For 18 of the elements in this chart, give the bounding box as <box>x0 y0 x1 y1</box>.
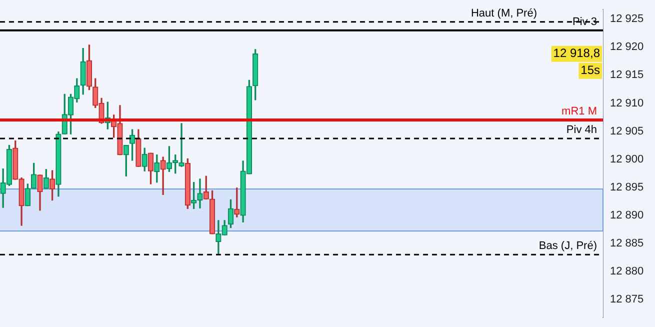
y-tick-label: 12 895 <box>610 181 644 194</box>
candlestick <box>160 156 166 195</box>
y-tick-label: 12 900 <box>610 153 644 166</box>
y-tick-label: 12 910 <box>610 97 644 110</box>
y-tick-label: 12 905 <box>610 125 644 138</box>
y-tick-label: 12 925 <box>610 13 644 26</box>
ref-line-label: Bas (J, Pré) <box>538 240 597 252</box>
y-tick-label: 12 885 <box>610 237 644 250</box>
y-tick-label: 12 920 <box>610 41 644 54</box>
annotation: 12 918,8 <box>553 46 600 60</box>
ref-line-label: Piv 4h <box>566 124 597 136</box>
ref-line-label: mR1 M <box>562 106 597 118</box>
y-tick-label: 12 915 <box>610 69 644 82</box>
y-tick-label: 12 890 <box>610 209 644 222</box>
y-tick-label: 12 880 <box>610 265 644 278</box>
ref-line-label: Haut (M, Pré) <box>470 7 537 20</box>
y-tick-label: 12 875 <box>610 293 644 306</box>
annotation: 15s <box>580 63 600 78</box>
